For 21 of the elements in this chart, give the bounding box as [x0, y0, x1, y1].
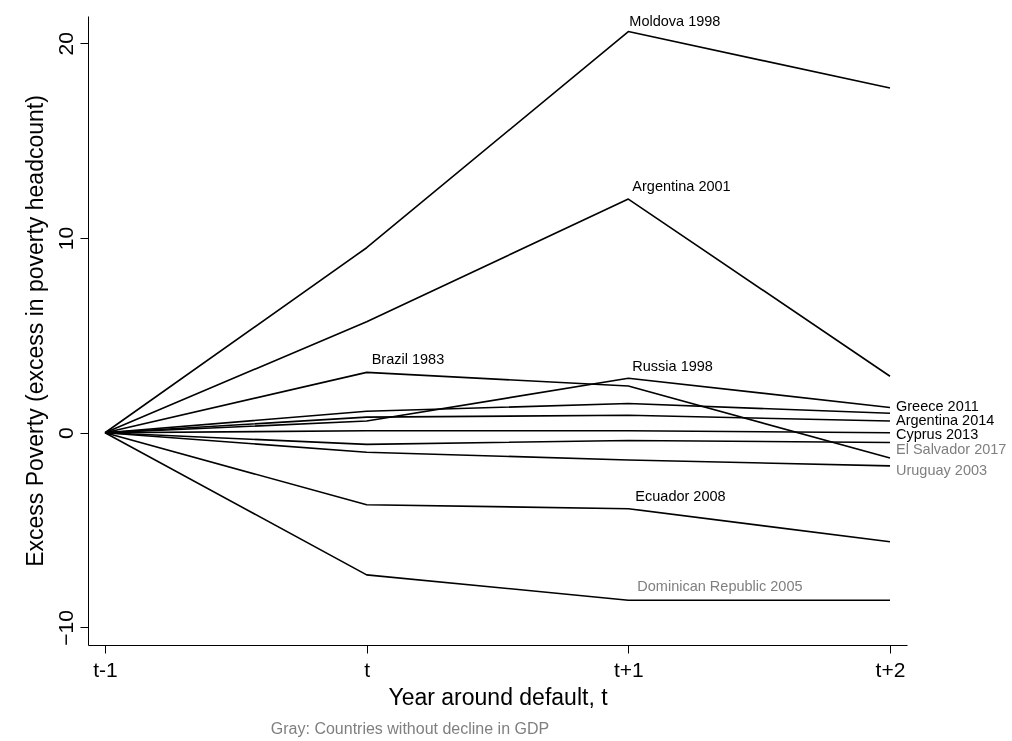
series-label: Ecuador 2008	[635, 487, 726, 504]
x-axis-title: Year around default, t	[388, 683, 609, 710]
x-tick-label: t+1	[613, 657, 644, 681]
series-label: Greece 2011	[895, 398, 979, 415]
x-tick-label: t-1	[93, 657, 118, 681]
text: Gray: Countries without decline in GDP	[270, 720, 550, 737]
series-label: Moldova 1998	[629, 12, 721, 29]
y-tick-label: 10	[53, 226, 77, 251]
y-tick-label: −10	[53, 610, 77, 646]
y-tick-label: 0	[53, 427, 77, 440]
series-label: Argentina 2001	[632, 178, 731, 195]
y-axis-title: Excess Poverty (excess in poverty headcount)	[21, 95, 48, 567]
series-label: Uruguay 2003	[895, 461, 988, 478]
x-tick-label: t	[364, 657, 371, 681]
series-label: Argentina 2014	[895, 412, 995, 429]
series-label: Dominican Republic 2005	[637, 578, 803, 595]
series-label: Brazil 1983	[371, 351, 445, 368]
y-tick-label: 20	[53, 32, 77, 56]
x-tick-label: t+2	[875, 657, 906, 681]
series-label: El Salvador 2017	[895, 441, 1007, 458]
series-label: Russia 1998	[632, 358, 713, 375]
